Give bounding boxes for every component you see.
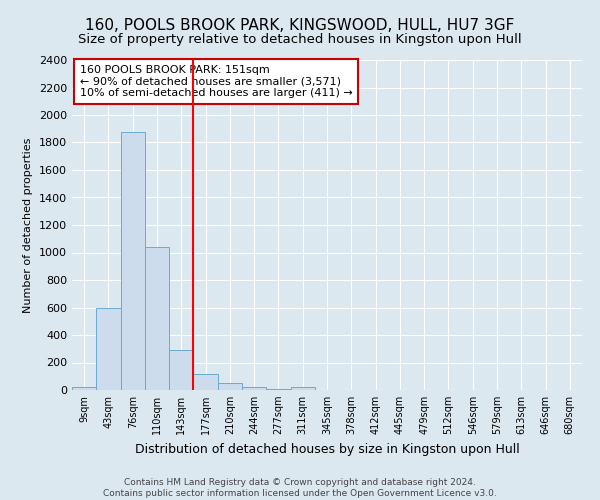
- Bar: [96, 308, 121, 390]
- Y-axis label: Number of detached properties: Number of detached properties: [23, 138, 34, 312]
- Bar: [72, 387, 96, 390]
- X-axis label: Distribution of detached houses by size in Kingston upon Hull: Distribution of detached houses by size …: [134, 442, 520, 456]
- Text: 160, POOLS BROOK PARK, KINGSWOOD, HULL, HU7 3GF: 160, POOLS BROOK PARK, KINGSWOOD, HULL, …: [85, 18, 515, 32]
- Bar: [218, 383, 242, 390]
- Bar: [290, 387, 315, 390]
- Bar: [266, 388, 290, 390]
- Bar: [193, 374, 218, 390]
- Text: Size of property relative to detached houses in Kingston upon Hull: Size of property relative to detached ho…: [78, 32, 522, 46]
- Bar: [145, 247, 169, 390]
- Bar: [169, 350, 193, 390]
- Text: 160 POOLS BROOK PARK: 151sqm
← 90% of detached houses are smaller (3,571)
10% of: 160 POOLS BROOK PARK: 151sqm ← 90% of de…: [80, 65, 352, 98]
- Text: Contains HM Land Registry data © Crown copyright and database right 2024.
Contai: Contains HM Land Registry data © Crown c…: [103, 478, 497, 498]
- Bar: [121, 132, 145, 390]
- Bar: [242, 387, 266, 390]
